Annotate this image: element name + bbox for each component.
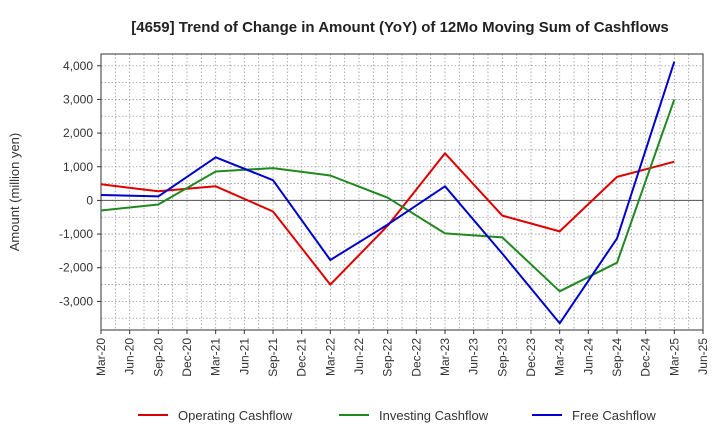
x-tick-label: Sep-24 (610, 338, 624, 377)
x-tick-label: Sep-23 (495, 338, 509, 377)
x-tick-label: Dec-20 (180, 338, 194, 377)
y-tick-label: 4,000 (63, 59, 93, 73)
plot-area: 4,000 3,000 2,000 1,000 0 -1,000 -2,000 -3,000 M… (59, 53, 710, 377)
y-tick-label: -3,000 (59, 294, 93, 308)
x-tick-label: Dec-22 (409, 338, 423, 377)
plot-border (100, 53, 704, 331)
x-tick-label: Mar-22 (323, 338, 337, 376)
x-tick-label: Mar-20 (94, 338, 108, 376)
x-tick-label: Jun-22 (352, 338, 366, 375)
series-line-free-cashflow (100, 61, 676, 325)
y-tick-label: 2,000 (63, 126, 93, 140)
x-tick-label: Sep-20 (151, 338, 165, 377)
x-tick-label: Mar-23 (438, 338, 452, 376)
legend-label-free-cashflow: Free Cashflow (572, 408, 656, 423)
y-axis-label: Amount (million yen) (7, 133, 22, 252)
x-tick-label: Sep-22 (381, 338, 395, 377)
x-tick-label: Dec-21 (295, 338, 309, 377)
legend-label-investing-cashflow: Investing Cashflow (379, 408, 489, 423)
legend: Operating Cashflow Investing Cashflow Free… (138, 408, 656, 423)
x-tick-label: Mar-21 (209, 338, 223, 376)
series-line-investing-cashflow (100, 99, 676, 293)
x-tick-label: Jun-20 (123, 338, 137, 375)
y-tick-label: -1,000 (59, 227, 93, 241)
x-tick-label: Jun-23 (467, 338, 481, 375)
legend-label-operating-cashflow: Operating Cashflow (178, 408, 293, 423)
x-tick-label: Jun-24 (581, 338, 595, 375)
x-tick-label: Mar-25 (667, 338, 681, 376)
x-tick-label: Sep-21 (266, 338, 280, 377)
y-tick-label: -2,000 (59, 261, 93, 275)
x-tick-label: Dec-24 (639, 338, 653, 377)
x-tick-label: Mar-24 (553, 338, 567, 376)
x-tick-label: Dec-23 (524, 338, 538, 377)
x-tick-label: Jun-21 (237, 338, 251, 375)
y-tick-label: 1,000 (63, 160, 93, 174)
x-tick-label: Jun-25 (696, 338, 710, 375)
y-tick-label: 3,000 (63, 92, 93, 106)
y-tick-label: 0 (86, 193, 93, 207)
chart-title: [4659] Trend of Change in Amount (YoY) o… (131, 19, 669, 36)
